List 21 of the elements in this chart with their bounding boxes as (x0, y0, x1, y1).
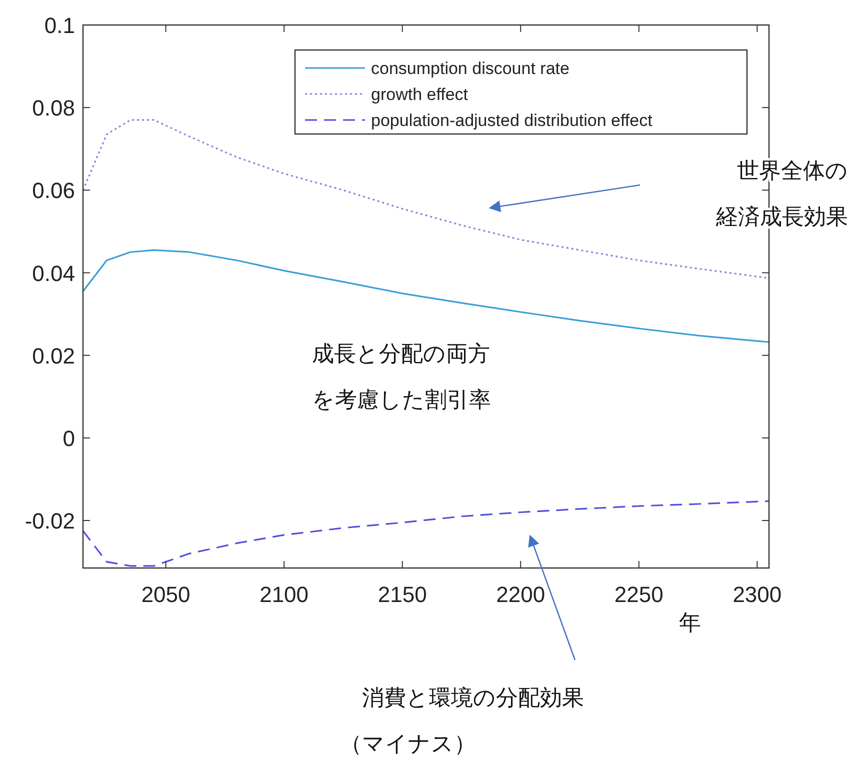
x-tick-label: 2250 (614, 582, 664, 607)
legend-label: consumption discount rate (371, 59, 570, 78)
x-tick-label: 2050 (141, 582, 190, 607)
x-axis-title: 年 (679, 610, 701, 635)
legend-label: growth effect (371, 85, 468, 104)
legend-label: population-adjusted distribution effect (371, 111, 653, 130)
y-tick-label: 0.08 (32, 96, 75, 121)
x-tick-label: 2200 (496, 582, 546, 607)
text: 消費と環境の分配効果（マイナス） (340, 685, 584, 756)
x-tick-label: 2150 (378, 582, 427, 607)
y-tick-label: 0.06 (32, 178, 75, 204)
annotation: 成長と分配の両方を考慮した割引率 (312, 341, 491, 412)
x-tick-label: 2300 (732, 582, 782, 607)
y-tick-label: 0.04 (32, 260, 75, 286)
x-tick-label: 2100 (260, 582, 309, 607)
y-tick-label: -0.02 (24, 508, 75, 534)
line-series (83, 500, 769, 567)
y-tick-label: 0.02 (32, 343, 75, 368)
y-tick-label: 0 (62, 426, 75, 451)
y-tick-label: 0.1 (44, 13, 75, 38)
line-series (83, 249, 769, 343)
